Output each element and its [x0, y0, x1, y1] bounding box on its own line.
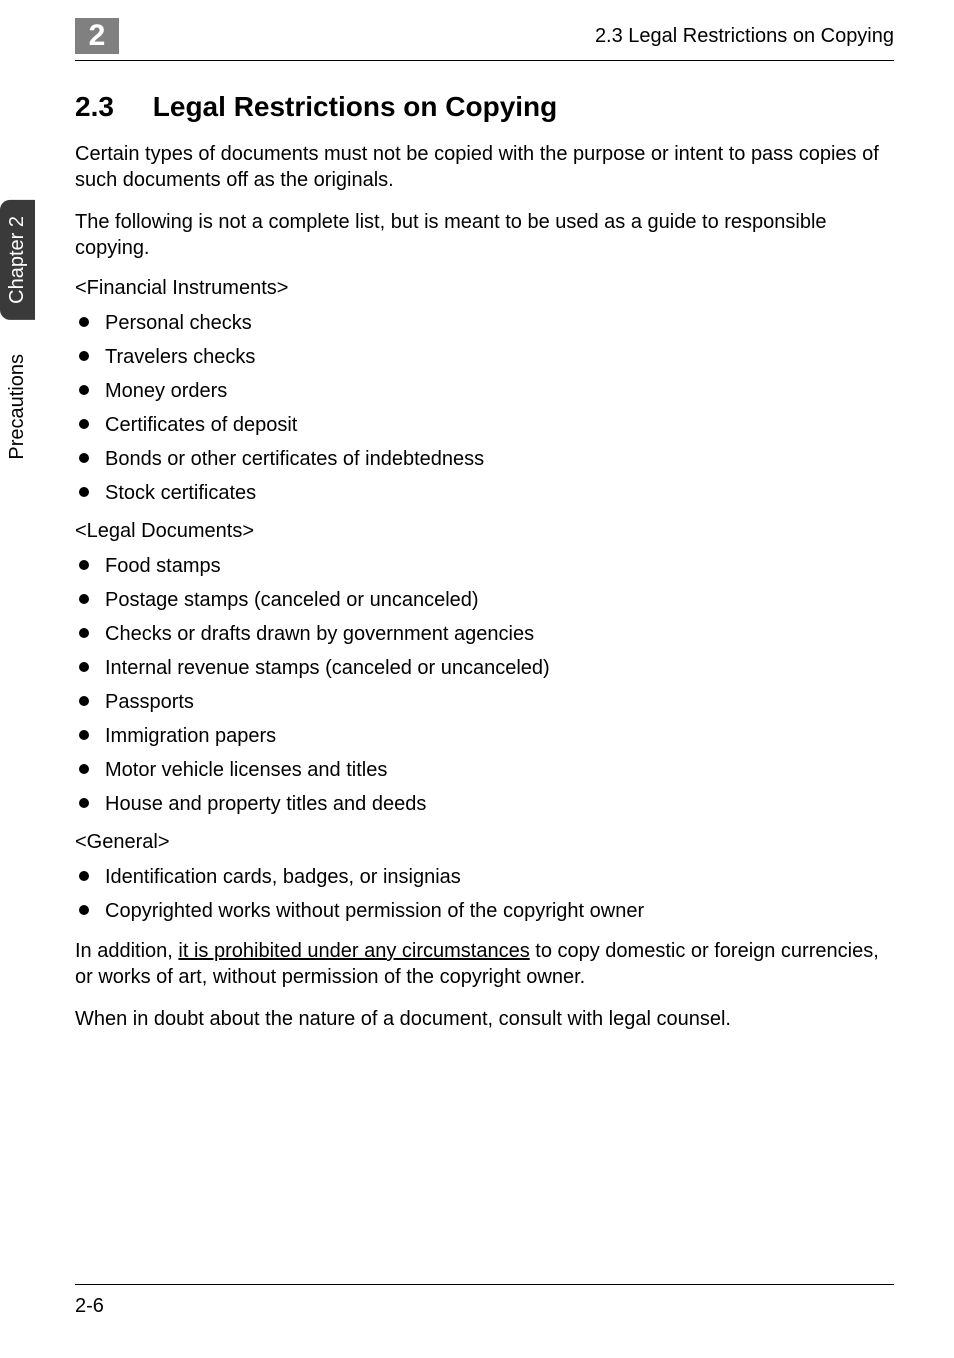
- list-item: Stock certificates: [75, 480, 894, 506]
- section-number: 2.3: [75, 91, 145, 123]
- list-item: Identification cards, badges, or insigni…: [75, 864, 894, 890]
- legal-heading: <Legal Documents>: [75, 520, 894, 543]
- header-rule: [75, 60, 894, 61]
- page-footer: 2-6: [75, 1284, 894, 1318]
- side-tabs: Chapter 2 Precautions: [0, 200, 35, 475]
- list-item: House and property titles and deeds: [75, 791, 894, 817]
- list-item: Internal revenue stamps (canceled or unc…: [75, 655, 894, 681]
- general-list: Identification cards, badges, or insigni…: [75, 864, 894, 924]
- legal-list: Food stamps Postage stamps (canceled or …: [75, 553, 894, 817]
- list-item: Copyrighted works without permission of …: [75, 898, 894, 924]
- list-item: Food stamps: [75, 553, 894, 579]
- side-tab-precautions: Precautions: [0, 338, 35, 476]
- page-header: 2 2.3 Legal Restrictions on Copying: [75, 18, 894, 54]
- intro-paragraph-2: The following is not a complete list, bu…: [75, 209, 894, 261]
- chapter-number-box: 2: [75, 18, 119, 54]
- list-item: Money orders: [75, 378, 894, 404]
- list-item: Passports: [75, 689, 894, 715]
- page-content: 2 2.3 Legal Restrictions on Copying 2.3 …: [0, 0, 954, 1032]
- side-tab-chapter: Chapter 2: [0, 200, 35, 320]
- list-item: Checks or drafts drawn by government age…: [75, 621, 894, 647]
- section-heading-text: Legal Restrictions on Copying: [153, 91, 557, 122]
- header-section-label: 2.3 Legal Restrictions on Copying: [595, 25, 894, 48]
- section-title: 2.3 Legal Restrictions on Copying: [75, 91, 894, 123]
- list-item: Bonds or other certificates of indebtedn…: [75, 446, 894, 472]
- addition-underlined: it is prohibited under any circumstances: [178, 940, 529, 962]
- list-item: Personal checks: [75, 310, 894, 336]
- footer-rule: [75, 1284, 894, 1285]
- closing-paragraph: When in doubt about the nature of a docu…: [75, 1006, 894, 1032]
- financial-heading: <Financial Instruments>: [75, 277, 894, 300]
- addition-pre: In addition,: [75, 940, 178, 962]
- general-heading: <General>: [75, 831, 894, 854]
- list-item: Travelers checks: [75, 344, 894, 370]
- list-item: Postage stamps (canceled or uncanceled): [75, 587, 894, 613]
- list-item: Immigration papers: [75, 723, 894, 749]
- page-number: 2-6: [75, 1295, 894, 1318]
- list-item: Motor vehicle licenses and titles: [75, 757, 894, 783]
- financial-list: Personal checks Travelers checks Money o…: [75, 310, 894, 506]
- list-item: Certificates of deposit: [75, 412, 894, 438]
- addition-paragraph: In addition, it is prohibited under any …: [75, 938, 894, 990]
- intro-paragraph-1: Certain types of documents must not be c…: [75, 141, 894, 193]
